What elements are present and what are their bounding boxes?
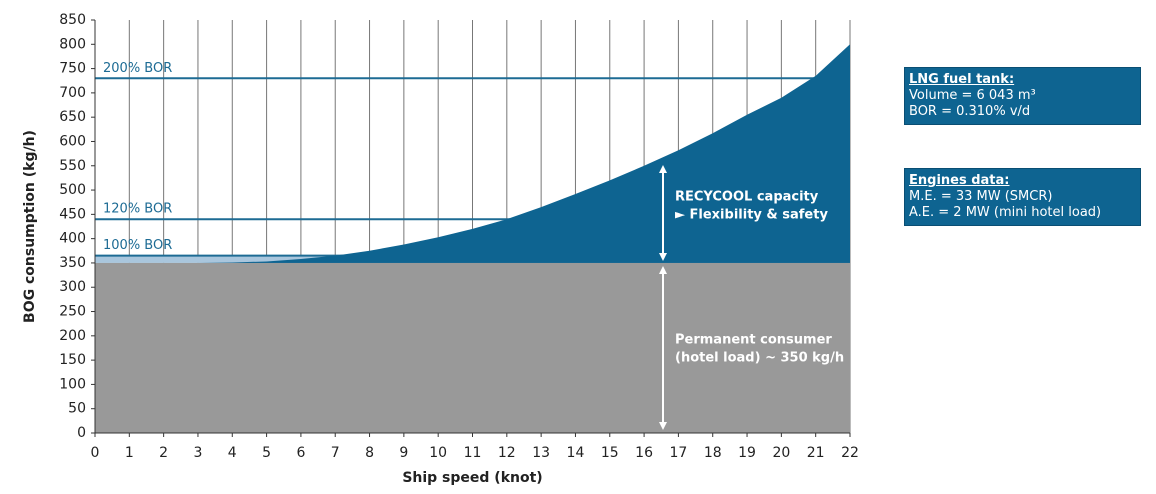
y-tick-label: 250 <box>59 304 86 320</box>
y-tick-label: 300 <box>59 279 86 295</box>
y-tick-label: 200 <box>59 328 86 344</box>
arrow-head <box>659 265 667 274</box>
y-tick-label: 600 <box>59 133 86 149</box>
x-tick-label: 4 <box>228 445 237 461</box>
x-tick-label: 1 <box>125 445 134 461</box>
y-tick-label: 750 <box>59 61 86 77</box>
x-tick-label: 5 <box>262 445 271 461</box>
y-tick-label: 0 <box>77 425 86 441</box>
y-tick-label: 550 <box>59 158 86 174</box>
arrow-head <box>659 252 667 261</box>
x-tick-label: 21 <box>807 445 825 461</box>
arrow-head <box>659 422 667 430</box>
y-tick-label: 800 <box>59 36 86 52</box>
x-tick-label: 15 <box>601 445 619 461</box>
y-tick-label: 850 <box>59 12 86 28</box>
x-tick-label: 6 <box>296 445 305 461</box>
annotation: Permanent consumer <box>675 333 832 348</box>
x-tick-label: 16 <box>635 445 653 461</box>
info-title: LNG fuel tank: <box>909 72 1015 87</box>
x-tick-label: 20 <box>772 445 790 461</box>
y-tick-label: 450 <box>59 206 86 222</box>
y-tick-label: 500 <box>59 182 86 198</box>
x-tick-label: 18 <box>704 445 722 461</box>
reference-label: 100% BOR <box>103 238 172 253</box>
x-tick-label: 9 <box>399 445 408 461</box>
x-axis-title: Ship speed (knot) <box>402 470 542 486</box>
x-tick-label: 10 <box>429 445 447 461</box>
info-line: BOR = 0.310% v/d <box>909 104 1031 119</box>
info-title: Engines data: <box>909 173 1010 188</box>
y-tick-label: 650 <box>59 109 86 125</box>
reference-label: 120% BOR <box>103 202 172 217</box>
y-tick-label: 350 <box>59 255 86 271</box>
info-box: LNG fuel tank: Volume = 6 043 m³ BOR = 0… <box>904 67 1141 125</box>
y-tick-label: 100 <box>59 376 86 392</box>
x-tick-label: 17 <box>669 445 687 461</box>
x-tick-label: 3 <box>193 445 202 461</box>
y-axis-title: BOG consumption (kg/h) <box>22 130 38 323</box>
x-tick-label: 13 <box>532 445 550 461</box>
reference-label: 200% BOR <box>103 61 172 76</box>
x-tick-label: 2 <box>159 445 168 461</box>
x-tick-label: 12 <box>498 445 516 461</box>
annotation: RECYCOOL capacity <box>675 190 819 205</box>
info-box: Engines data: M.E. = 33 MW (SMCR) A.E. =… <box>904 168 1141 226</box>
arrow-head <box>659 165 667 173</box>
x-tick-label: 11 <box>464 445 482 461</box>
x-tick-label: 7 <box>331 445 340 461</box>
x-tick-label: 8 <box>365 445 374 461</box>
x-tick-label: 19 <box>738 445 756 461</box>
info-line: M.E. = 33 MW (SMCR) <box>909 189 1053 204</box>
annotation: ► Flexibility & safety <box>675 208 828 223</box>
x-tick-label: 22 <box>841 445 859 461</box>
base-area <box>95 262 850 433</box>
x-tick-label: 14 <box>567 445 585 461</box>
annotation: (hotel load) ~ 350 kg/h <box>675 351 844 366</box>
y-tick-label: 150 <box>59 352 86 368</box>
y-tick-label: 700 <box>59 85 86 101</box>
y-tick-label: 50 <box>68 401 86 417</box>
info-line: A.E. = 2 MW (mini hotel load) <box>909 205 1102 220</box>
x-tick-label: 0 <box>91 445 100 461</box>
chart: 0 1 2 3 4 5 6 7 8 9 10 11 12 13 14 15 16 17 18 19 20 21 220501… <box>22 12 859 486</box>
info-line: Volume = 6 043 m³ <box>909 88 1036 103</box>
y-tick-label: 400 <box>59 231 86 247</box>
area <box>95 44 850 263</box>
